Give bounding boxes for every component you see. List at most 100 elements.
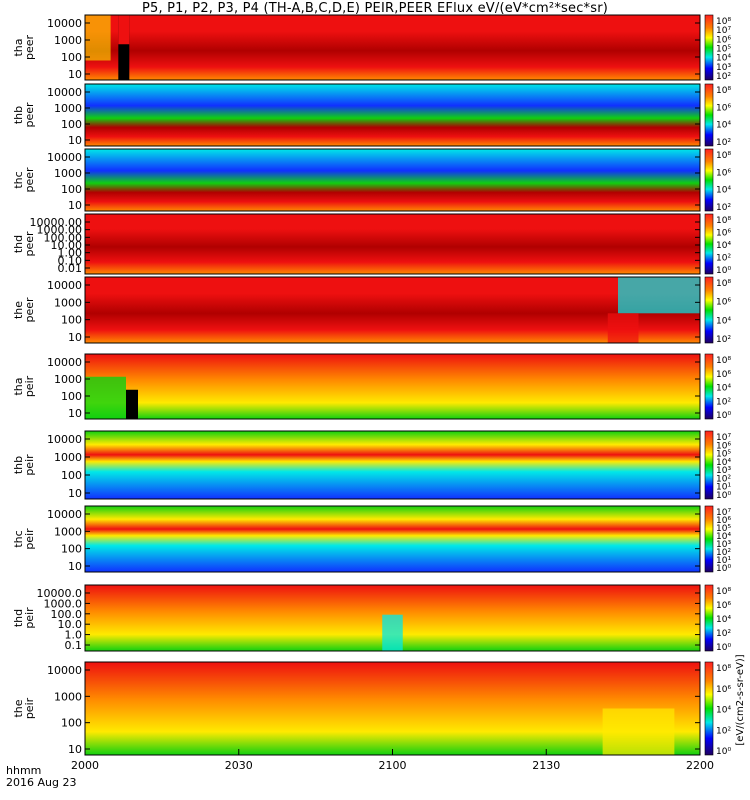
x-tick-label: 2200: [686, 759, 714, 772]
y-axis-label: tha: [12, 377, 25, 395]
y-axis-label: thc: [12, 171, 25, 188]
colorbar-tick-label: 10⁴: [716, 186, 731, 196]
colorbar-tick-label: 10⁸: [716, 151, 731, 161]
colorbar-tick-label: 10²: [716, 203, 731, 213]
colorbar: [704, 83, 714, 147]
feature-yellow: [602, 708, 675, 755]
feature-yellow: [85, 15, 111, 61]
y-axis-label: the: [12, 301, 25, 319]
colorbar-tick-label: 10⁸: [716, 279, 731, 289]
colorbar-tick-label: 10⁴: [716, 121, 731, 131]
y-tick-label: 100.00: [44, 231, 83, 244]
date-label: 2016 Aug 23: [6, 776, 77, 789]
spectrogram-image: [85, 506, 700, 572]
colorbar: [704, 505, 714, 573]
spectrogram-image: [85, 214, 700, 274]
y-tick-label: 100.0: [51, 608, 83, 621]
colorbar-tick-label: 10²: [716, 629, 731, 639]
y-tick-label: 1000.0: [44, 597, 83, 610]
colorbar-tick-label: 10²: [716, 254, 731, 264]
spectrogram-image: [85, 662, 700, 755]
colorbar-tick-label: 10⁶: [716, 35, 731, 45]
colorbar-tick-label: 10⁵: [716, 450, 731, 460]
colorbar-tick-label: 10²: [716, 397, 731, 407]
colorbar: [704, 661, 714, 756]
y-tick-label: 1000: [54, 167, 82, 180]
colorbar-tick-label: 10⁷: [716, 433, 731, 443]
y-tick-label: 10000: [47, 279, 82, 292]
colorbar-tick-label: 10⁶: [716, 370, 731, 380]
y-axis-label: tha: [12, 38, 25, 56]
spectrogram-image: [85, 84, 700, 146]
y-tick-label: 100: [61, 183, 82, 196]
x-tick-label: 2030: [225, 759, 253, 772]
y-axis-label: thc: [12, 530, 25, 547]
colorbar: [704, 213, 714, 275]
colorbar-tick-label: 10⁸: [716, 86, 731, 96]
feature-cyan: [618, 277, 700, 314]
y-tick-label: 10: [68, 407, 82, 420]
colorbar: [704, 584, 714, 652]
y-tick-label: 1000: [54, 373, 82, 386]
y-tick-label: 10000: [47, 151, 82, 164]
colorbar-tick-label: 10⁶: [716, 229, 731, 239]
panel-frame: [84, 584, 701, 652]
y-axis-label: peir: [23, 454, 36, 476]
spectrogram-image: [85, 15, 700, 80]
y-tick-label: 10000: [47, 86, 82, 99]
y-axis-label: thd: [12, 235, 25, 253]
panel-frame: [84, 505, 701, 573]
panel-frame: [84, 83, 701, 147]
y-tick-label: 100: [61, 469, 82, 482]
colorbar-tick-label: 10⁵: [716, 524, 731, 534]
y-tick-label: 100: [61, 314, 82, 327]
y-tick-label: 10: [68, 487, 82, 500]
colorbar-tick-label: 10⁰: [716, 411, 731, 421]
y-tick-label: 100: [61, 51, 82, 64]
panel-frame: [84, 14, 701, 81]
colorbar-tick-label: 10⁷: [716, 26, 731, 36]
colorbar: [704, 14, 714, 81]
colorbar-tick-label: 10⁸: [716, 356, 731, 366]
y-tick-label: 1000: [54, 34, 82, 47]
y-tick-label: 1000: [54, 525, 82, 538]
colorbar-tick-label: 10⁰: [716, 564, 731, 574]
y-tick-label: 0.01: [58, 262, 83, 275]
y-tick-label: 10: [68, 134, 82, 147]
colorbar: [704, 353, 714, 420]
colorbar: [704, 148, 714, 212]
feature-red: [607, 313, 639, 343]
y-tick-label: 1.0: [65, 629, 83, 642]
colorbar-tick-label: 10⁶: [716, 298, 731, 308]
colorbar-tick-label: 10⁴: [716, 316, 731, 326]
chart-title: P5, P1, P2, P3, P4 (TH-A,B,C,D,E) PEIR,P…: [141, 1, 609, 16]
panel-frame: [84, 353, 701, 420]
y-tick-label: 1000: [54, 451, 82, 464]
colorbar-tick-label: 10⁶: [716, 685, 731, 695]
spectrogram-image: [85, 354, 700, 419]
y-axis-label: thd: [12, 609, 25, 627]
colorbar-tick-label: 10²: [716, 548, 731, 558]
panel-frame: [84, 213, 701, 275]
colorbar-tick-label: 10²: [716, 726, 731, 736]
colorbar-tick-label: 10²: [716, 474, 731, 484]
colorbar-tick-label: 10⁸: [716, 17, 731, 27]
spectrogram-image: [85, 277, 700, 343]
y-axis-label: peer: [23, 102, 36, 128]
colorbar-tick-label: 10⁰: [716, 266, 731, 276]
y-tick-label: 10000: [47, 356, 82, 369]
colorbar-tick-label: 10²: [716, 335, 731, 345]
y-tick-label: 10: [68, 560, 82, 573]
colorbar: [704, 430, 714, 500]
y-axis-label: peer: [23, 35, 36, 61]
y-tick-label: 1000: [54, 690, 82, 703]
colorbar-tick-label: 10⁴: [716, 384, 731, 394]
colorbar-tick-label: 10³: [716, 540, 731, 550]
